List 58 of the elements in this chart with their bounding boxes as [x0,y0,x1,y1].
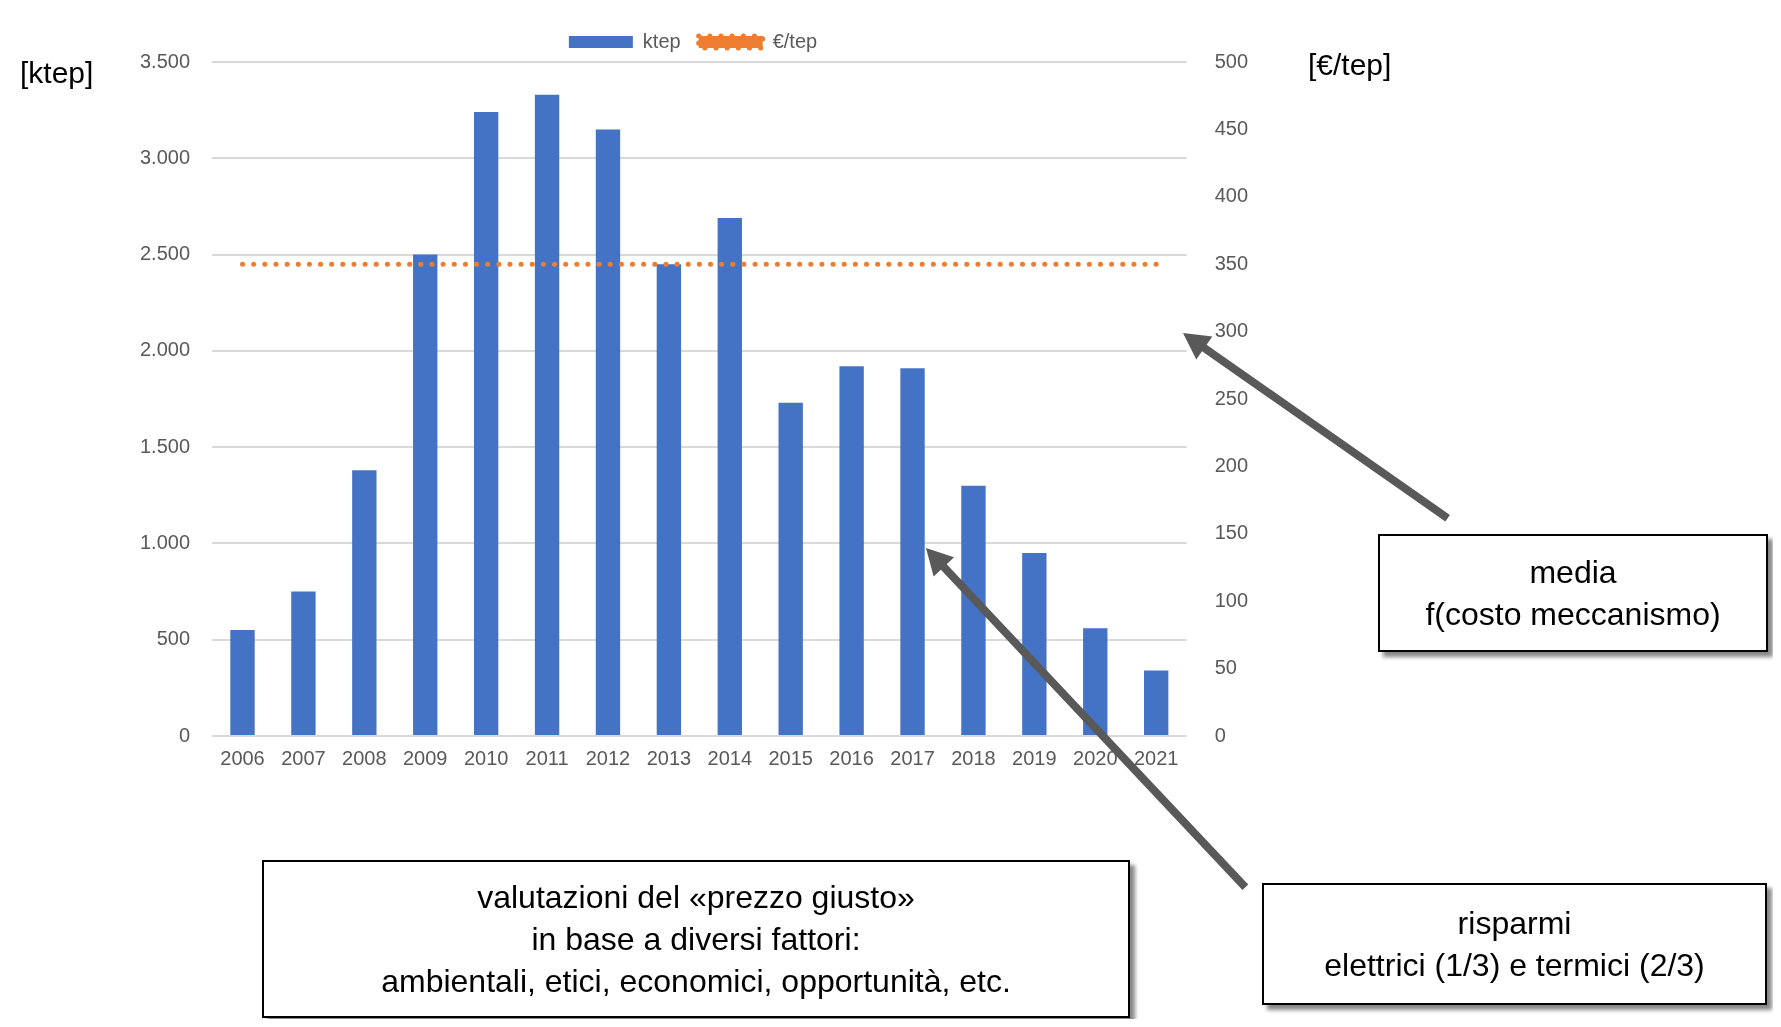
y-tick-label: 1.500 [139,434,191,457]
y2-tick-label: 50 [1214,656,1237,679]
x-tick-label: 2014 [707,746,753,769]
bar [839,366,864,735]
bar [352,470,377,735]
y2-tick-label: 300 [1214,319,1249,342]
legend-label: ktep [642,29,681,52]
x-tick-label: 2009 [402,746,448,769]
y2-tick-label: 0 [1214,723,1226,746]
y2-tick-label: 450 [1214,116,1249,139]
bar [413,254,438,735]
x-tick-label: 2016 [829,746,874,769]
bar [473,112,499,735]
y-tick-label: 2.000 [139,338,191,361]
bar [595,129,621,735]
y2-axis-title: [€/tep] [1308,48,1392,82]
text: valutazioni del «prezzo giusto» in base a diversi fattori: ambientali, etici, economici, opportunità, etc. [381,878,1011,1001]
bar [1022,553,1047,735]
bar [656,264,682,735]
y-tick-label: 2.500 [139,242,191,265]
bar [778,402,803,735]
y-tick-label: 0 [178,723,191,746]
y-tick-label: 1.000 [139,530,191,553]
x-tick-label: 2008 [342,746,387,769]
x-tick-label: 2017 [890,746,935,769]
bar [961,485,986,735]
bar [534,94,560,735]
text: risparmi elettrici (1/3) e termici (2/3) [1324,904,1705,985]
x-tick-label: 2011 [525,746,569,769]
x-tick-label: 2021 [1133,746,1179,769]
bar [1083,628,1108,735]
y2-tick-label: 250 [1214,386,1249,409]
x-tick-label: 2013 [646,746,692,769]
y2-tick-label: 200 [1214,453,1249,476]
y2-tick-label: 150 [1214,521,1249,544]
y2-tick-label: 100 [1214,588,1249,611]
bar [291,591,316,735]
y-tick-label: 3.500 [139,49,191,72]
y2-tick-label: 500 [1214,49,1249,72]
x-tick-label: 2019 [1012,746,1057,769]
y-tick-label: 500 [156,627,191,650]
x-tick-label: 2012 [585,746,631,769]
bar [900,368,925,735]
y-axis-title: [ktep] [20,56,94,90]
y2-tick-label: 350 [1214,251,1249,274]
bar [717,217,742,735]
bar [1143,670,1169,735]
x-tick-label: 2015 [768,746,813,769]
x-tick-label: 2007 [281,746,326,769]
x-tick-label: 2006 [220,746,265,769]
x-tick-label: 2018 [951,746,996,769]
x-tick-label: 2020 [1073,746,1118,769]
x-tick-label: 2010 [463,746,509,769]
y-tick-label: 3.000 [139,145,191,168]
text: media f(costo meccanismo) [1425,553,1721,634]
legend-label: €/tep [772,29,818,52]
y2-tick-label: 400 [1214,184,1249,207]
bar [230,630,255,735]
